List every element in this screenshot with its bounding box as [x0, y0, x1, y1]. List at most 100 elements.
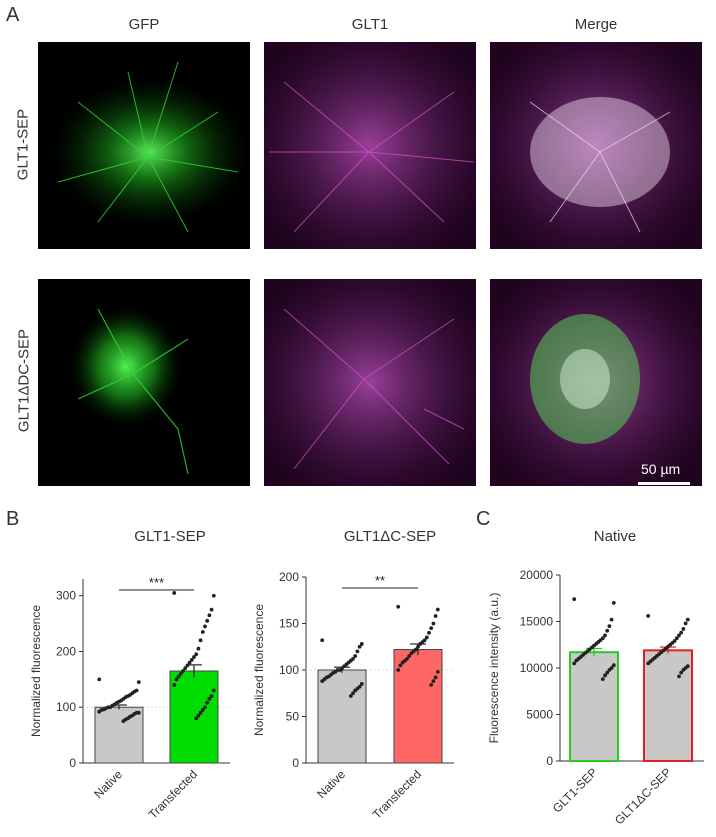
- chart0-ytick-label: 300: [56, 589, 76, 603]
- chart2-point: [607, 667, 612, 672]
- chart2-point: [603, 633, 607, 638]
- chart1-point: [355, 649, 360, 654]
- chart0-point: [176, 674, 181, 679]
- chart2-point: [607, 624, 612, 629]
- column-header-merge: Merge: [574, 16, 618, 33]
- chart0-point: [209, 607, 214, 612]
- chart1-point: [427, 630, 431, 635]
- chart1-significance-label: **: [375, 573, 385, 588]
- chart0-point: [203, 624, 207, 629]
- chart2-point: [683, 621, 688, 626]
- chart2-point: [681, 627, 686, 631]
- chart1-bar-0: [317, 669, 367, 764]
- panel-letter-c: C: [476, 508, 491, 530]
- chart2-point: [679, 670, 684, 675]
- chart0-point: [200, 708, 205, 712]
- chart1-point: [400, 660, 405, 665]
- chart1-point: [348, 694, 353, 698]
- micrograph-glt1-glt1-dc-sep: [264, 279, 476, 486]
- chart2-point: [677, 633, 681, 638]
- chart2-ytick-label: 0: [546, 754, 553, 768]
- chart0-category-label-1: Transfected: [146, 767, 200, 821]
- chart1-ylabel: Normalized fluorescence: [252, 604, 266, 736]
- chart0-ylabel: Normalized fluorescence: [29, 605, 43, 737]
- chart0-point: [205, 700, 210, 705]
- chart0-point: [174, 677, 179, 682]
- chart2-point: [611, 663, 616, 668]
- chart2-point: [605, 670, 610, 675]
- chart1-point: [359, 642, 364, 646]
- chart0-bar-0: [94, 706, 144, 764]
- chart2-point: [646, 661, 651, 666]
- chart0-point: [97, 677, 102, 682]
- chart2-point: [677, 674, 681, 679]
- chart2-category-label-1: GLT1ΔC-SEP: [612, 765, 674, 827]
- chart0-point: [194, 652, 199, 657]
- chart0-point: [207, 613, 212, 618]
- chart0-category-label-0: Native: [91, 767, 125, 801]
- micrograph-merge-glt1-dc-sep: 50 µm: [490, 279, 702, 486]
- chart2-point: [685, 617, 690, 622]
- chart0-point: [183, 666, 188, 671]
- chart1-ytick-label: 50: [286, 710, 300, 724]
- chart2-point: [679, 630, 684, 635]
- chart0-point: [172, 591, 177, 595]
- chart0-point: [194, 716, 199, 721]
- chart1-point: [353, 654, 358, 658]
- chart1-point: [431, 679, 436, 684]
- chart0-point: [178, 671, 183, 676]
- chart1-point: [398, 663, 403, 668]
- chart1-point: [409, 651, 414, 656]
- chart1-point: [320, 638, 325, 643]
- chart0-point: [97, 709, 102, 714]
- chart2-point: [611, 601, 616, 605]
- panel-letter-b: B: [6, 508, 20, 530]
- chart2-point: [681, 667, 686, 672]
- column-header-glt1: GLT1: [351, 16, 389, 33]
- chart0-ytick-label: 200: [56, 644, 76, 658]
- chart1-ytick-label: 0: [292, 756, 299, 770]
- chart2-point: [646, 614, 651, 618]
- chart-title-glt1-dc-sep: GLT1ΔC-SEP: [343, 528, 437, 545]
- chart0-point: [209, 694, 214, 698]
- chart1-point: [435, 669, 440, 674]
- chart0-ytick-label: 100: [56, 700, 76, 714]
- chart0-point: [187, 660, 192, 665]
- chart0-point: [200, 630, 205, 634]
- chart1-point: [424, 635, 429, 640]
- chart0-ytick-label: 0: [69, 756, 76, 770]
- chart0-significance-label: ***: [149, 575, 164, 590]
- chart1-point: [433, 614, 438, 618]
- panel-letter-a: A: [6, 4, 20, 26]
- chart0-point: [196, 646, 201, 651]
- chart1-point: [433, 675, 438, 680]
- chart1-point: [429, 682, 434, 687]
- chart1-point: [431, 621, 436, 626]
- chart0-bar-1: [169, 670, 219, 764]
- chart1-point: [353, 688, 358, 693]
- chart0-point: [189, 657, 194, 662]
- chart2-point: [605, 628, 610, 633]
- chart1-point: [396, 668, 401, 672]
- chart1-point: [396, 604, 401, 609]
- chart0-point: [211, 688, 216, 693]
- chart0-point: [121, 719, 126, 724]
- chart2-point: [600, 677, 605, 682]
- chart0-point: [207, 696, 212, 701]
- chart1-point: [418, 642, 423, 646]
- chart2-category-label-0: GLT1-SEP: [550, 765, 600, 815]
- chart1-point: [320, 679, 325, 684]
- micrograph-gfp-glt1-dc-sep: [38, 279, 250, 486]
- chart2-point: [574, 658, 579, 663]
- chart0-point: [172, 683, 177, 687]
- micrograph-merge-glt1-sep: [490, 42, 702, 249]
- chart0-point: [181, 669, 185, 673]
- chart0-point: [136, 680, 141, 685]
- chart2-point: [572, 597, 577, 602]
- scale-bar: [638, 482, 690, 485]
- chart-title-native: Native: [593, 528, 637, 545]
- chart0-point: [192, 655, 196, 659]
- scale-bar-label: 50 µm: [641, 461, 681, 477]
- chart2-point: [603, 673, 607, 678]
